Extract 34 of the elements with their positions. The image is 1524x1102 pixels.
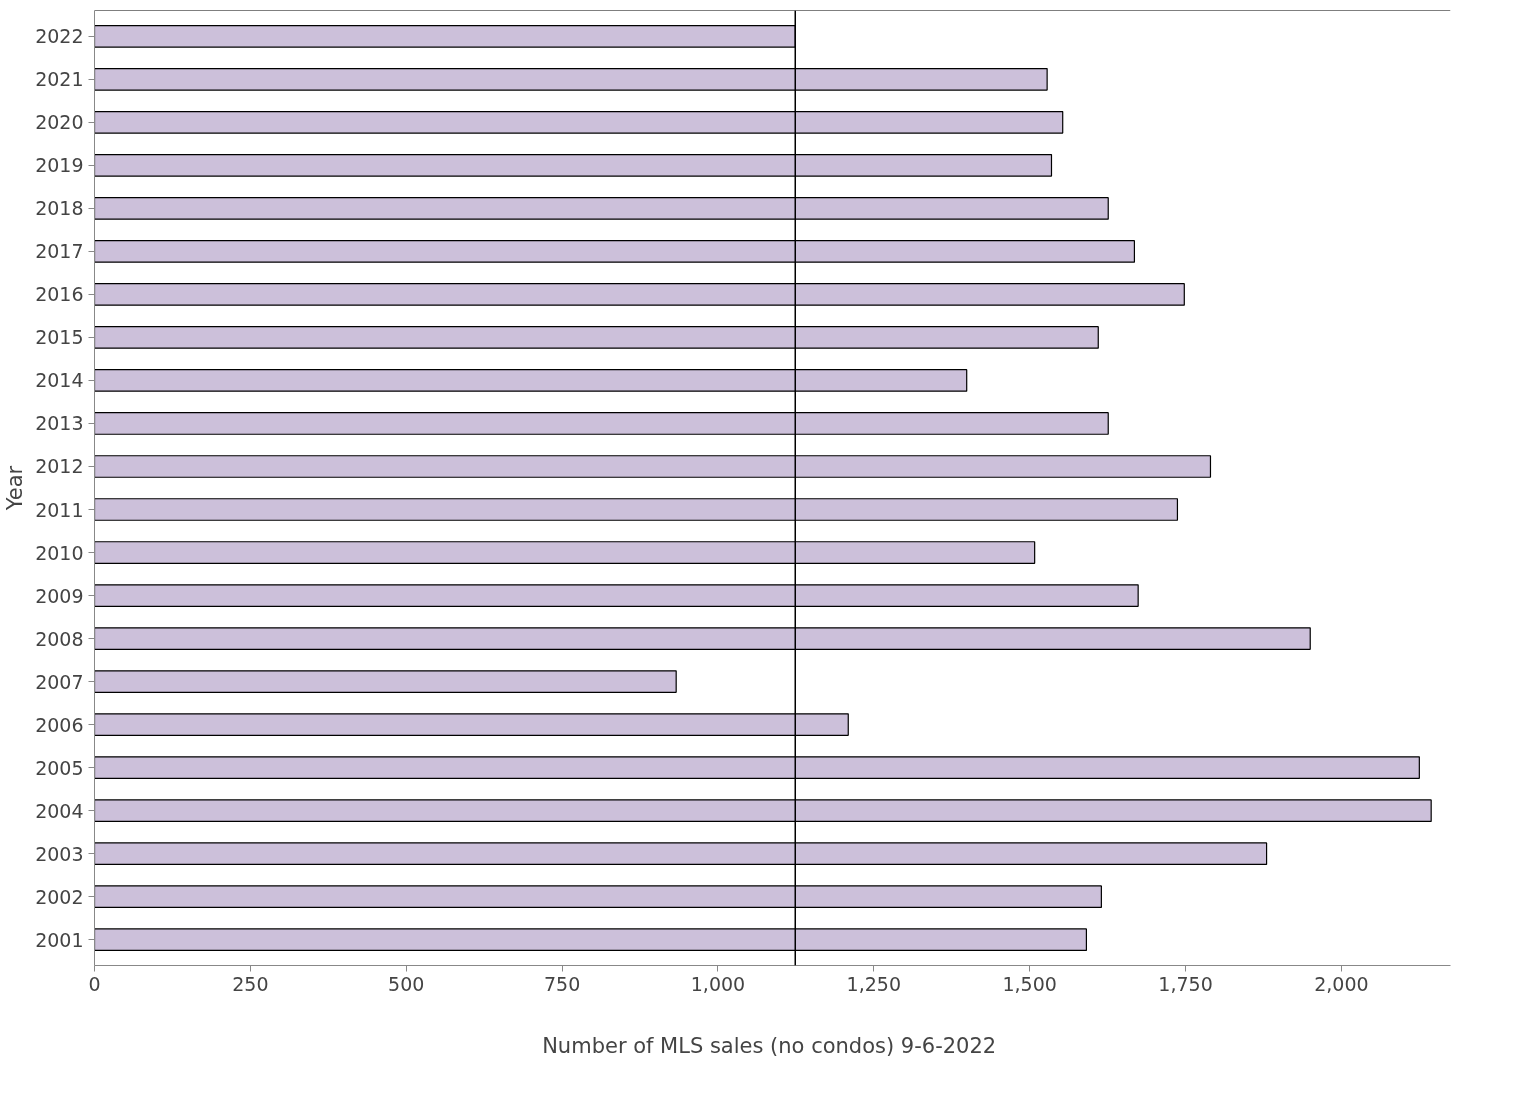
y-tick-label: 2005 [35,756,84,779]
y-tick-label: 2016 [35,283,84,306]
y-tick-label: 2008 [35,627,84,650]
x-tick-label: 500 [388,972,425,995]
y-tick-label: 2004 [35,799,84,822]
y-tick-label: 2011 [35,498,84,521]
x-tick-label: 1,750 [1158,972,1213,995]
y-tick-label: 2019 [35,154,84,177]
y-tick-label: 2022 [35,25,84,48]
y-tick-label: 2020 [35,111,84,134]
x-tick-label: 750 [543,972,581,995]
x-tick-label: 1,250 [846,972,902,995]
y-tick-label: 2014 [35,369,84,392]
y-tick-label: 2001 [35,928,84,951]
y-tick-label: 2010 [35,541,84,564]
y-tick-label: 2018 [35,197,84,220]
y-tick-label: 2015 [35,326,84,349]
y-tick-label: 2021 [35,68,84,91]
y-tick-label: 2002 [35,885,84,908]
x-tick-label: 2,000 [1314,972,1369,995]
x-tick-label: 250 [232,972,269,995]
y-tick-label: 2017 [35,240,84,263]
y-tick-label: 2006 [35,713,84,736]
y-axis-title: Year [3,465,28,512]
x-axis-title: Number of MLS sales (no condos) 9-6-2022 [542,1033,997,1058]
x-tick-label: 1,000 [690,972,746,995]
bar [94,670,677,693]
x-tick-label: 0 [88,972,101,995]
y-tick-label: 2007 [35,670,84,693]
y-tick-label: 2003 [35,842,84,865]
y-tick-label: 2009 [35,584,84,607]
y-tick-label: 2012 [35,455,84,478]
x-tick-label: 1,500 [1002,972,1057,995]
y-tick-label: 2013 [35,412,84,435]
